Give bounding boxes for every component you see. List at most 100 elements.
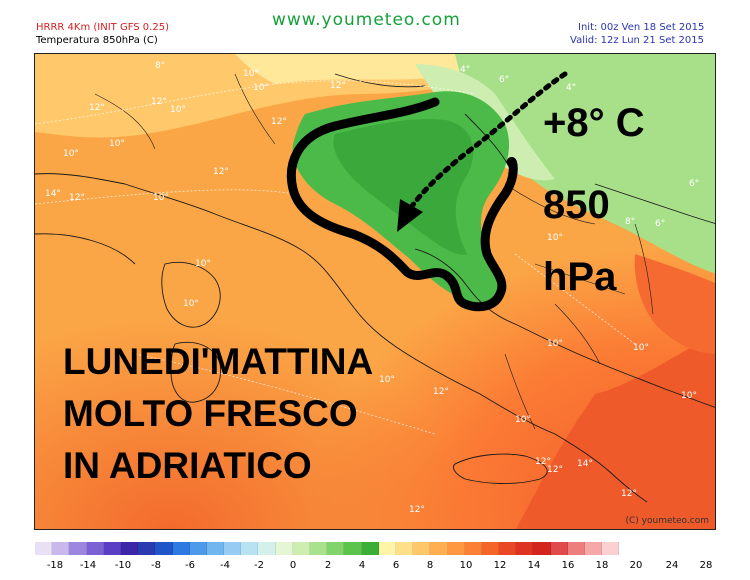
color-swatch [413, 542, 431, 555]
temperature-label: 14° [577, 459, 593, 469]
color-scale-tick: 6 [392, 560, 400, 571]
color-swatch [499, 542, 517, 555]
temperature-label: 12° [409, 505, 425, 515]
hot-zone-southeast [516, 334, 715, 529]
cold-advection-path [407, 71, 568, 212]
color-swatch [206, 542, 225, 555]
color-swatch [275, 542, 293, 555]
temperature-label: 12° [89, 103, 105, 113]
temperature-label: 12° [69, 193, 85, 203]
isotherms [35, 80, 636, 435]
init-time: Init: 00z Ven 18 Set 2015 [578, 22, 705, 33]
color-scale-tick: -18 [46, 560, 64, 571]
color-scale-tick: 10 [459, 560, 473, 571]
caption-line-3: IN ADRIATICO [63, 445, 312, 486]
coastlines [35, 73, 715, 503]
color-swatch [189, 542, 207, 555]
color-swatch [344, 542, 362, 555]
model-title: HRRR 4Km (INIT GFS 0.25) [36, 22, 169, 33]
color-swatch [258, 542, 276, 555]
color-swatch [567, 542, 585, 555]
temperature-label: 10° [253, 83, 269, 93]
color-swatch [378, 542, 396, 555]
temperature-label: 12° [535, 457, 551, 467]
color-scale-tick: -14 [79, 560, 97, 571]
light-green-region [455, 54, 715, 274]
color-scale-tick: 16 [561, 560, 575, 571]
temperature-label: 4° [566, 83, 576, 93]
temperature-label: 10° [547, 233, 563, 243]
temperature-label: 6° [689, 179, 699, 189]
valid-time: Valid: 12z Lun 21 Set 2015 [570, 35, 704, 46]
annotation-temp: +8° C [543, 101, 645, 145]
color-swatch [120, 542, 139, 555]
color-swatch [327, 542, 345, 555]
color-scale-tick: 12 [493, 560, 507, 571]
temperature-label: 10° [681, 391, 697, 401]
temperature-label: 10° [243, 69, 259, 79]
temperature-label: 14° [45, 189, 61, 199]
temperature-map: 8° 10° 4° 6° 4° 12° 12° 12° 10° 10° 12° 10° 10° 12° 14… [34, 53, 716, 530]
temperature-label: 10° [547, 339, 563, 349]
color-swatch [516, 542, 534, 555]
temperature-labels: 8°10° 4°6°4°12°12°12°10°10°12°10°10°12°14… [45, 61, 699, 515]
caption-line-2: MOLTO FRESCO [63, 393, 358, 434]
green-inner [333, 118, 474, 255]
color-scale-tick: -2 [254, 560, 264, 571]
color-scale-tick: 2 [324, 560, 332, 571]
color-scale-tick: 18 [595, 560, 609, 571]
map-credit: (C) youmeteo.com [625, 516, 709, 526]
site-url[interactable]: www.youmeteo.com [272, 10, 461, 30]
color-swatch [602, 542, 620, 555]
color-swatch [533, 542, 551, 555]
color-swatch [464, 542, 482, 555]
color-swatch [155, 542, 173, 555]
color-swatch [310, 542, 328, 555]
temperature-label: 10° [379, 375, 395, 385]
color-swatch [550, 542, 568, 555]
color-swatch [292, 542, 310, 555]
color-swatch [224, 542, 242, 555]
color-scale-tick: 24 [665, 560, 679, 571]
color-swatch [138, 542, 156, 555]
color-scale-tick: -6 [185, 560, 195, 571]
borders [94, 73, 654, 430]
temperature-label: 12° [547, 465, 563, 475]
hot-zone-east [634, 254, 715, 354]
color-scale-tick: -4 [220, 560, 230, 571]
color-swatch [52, 542, 70, 555]
color-swatch [361, 542, 379, 555]
color-scale-tick: -8 [151, 560, 161, 571]
annotation-pressure: 850 [543, 183, 610, 227]
color-swatch [69, 542, 87, 555]
color-swatch [481, 542, 500, 555]
color-scale-tick: 4 [358, 560, 366, 571]
color-scale-tick: 14 [527, 560, 541, 571]
color-swatch [86, 542, 104, 555]
temperature-label: 12° [151, 97, 167, 107]
temperature-label: 10° [515, 415, 531, 425]
color-swatch [103, 542, 121, 555]
color-swatch [447, 542, 465, 555]
color-swatch [241, 542, 259, 555]
color-swatch [172, 542, 190, 555]
temperature-label: 10° [170, 105, 186, 115]
temperature-label: 4° [460, 65, 470, 75]
color-scale-tick: 8 [426, 560, 434, 571]
cold-core-outline [286, 97, 518, 312]
temperature-label: 6° [655, 219, 665, 229]
variable-title: Temperatura 850hPa (C) [36, 35, 158, 46]
temperature-label: 10° [183, 299, 199, 309]
color-scale-tick: 20 [629, 560, 643, 571]
color-swatch [395, 542, 414, 555]
color-scale-ticks: -18 -14 -10 -8 -6 -4 -2 0 2 4 6 8 10 12 14 16 18 20 24 28 [35, 560, 725, 574]
color-scale-tick: -10 [114, 560, 132, 571]
map-canvas: 8°10° 4°6°4°12°12°12°10°10°12°10°10°12°14… [35, 54, 715, 529]
temperature-label: 12° [213, 167, 229, 177]
temperature-label: 10° [195, 259, 211, 269]
caption-line-1: LUNEDI'MATTINA [63, 341, 373, 382]
color-swatch [430, 542, 448, 555]
annotation-pressure-unit: hPa [543, 255, 617, 299]
temperature-label: 8° [625, 217, 635, 227]
temperature-label: 12° [621, 489, 637, 499]
